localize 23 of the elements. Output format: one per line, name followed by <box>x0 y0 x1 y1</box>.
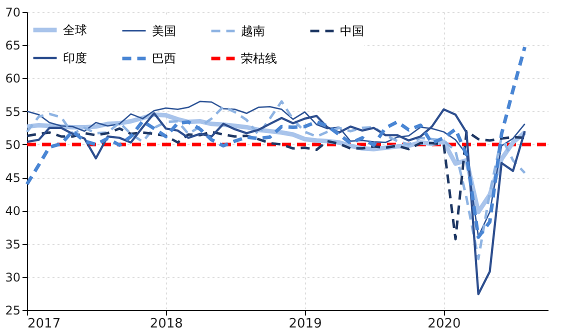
y-tick-label: 25 <box>5 304 20 318</box>
y-tick-label: 50 <box>5 138 20 152</box>
legend-label: 印度 <box>63 51 87 65</box>
line-series <box>25 45 527 239</box>
y-tick-label: 55 <box>5 104 20 119</box>
y-tick-label: 35 <box>5 237 20 252</box>
legend-label: 全球 <box>63 23 87 37</box>
x-tick-label: 2017 <box>28 316 61 332</box>
legend-label: 越南 <box>241 24 265 38</box>
y-tick-label: 70 <box>5 6 20 20</box>
y-tick-label: 65 <box>5 38 20 53</box>
legend-label: 巴西 <box>152 52 176 66</box>
line-series <box>26 127 526 240</box>
legend-label: 美国 <box>152 24 176 38</box>
y-tick-label: 40 <box>5 204 20 218</box>
x-tick-label: 2019 <box>288 316 322 332</box>
legend-label: 荣枯线 <box>241 52 277 66</box>
x-tick-label: 2020 <box>428 316 461 332</box>
y-tick-label: 30 <box>5 270 20 284</box>
y-tick-label: 60 <box>5 72 20 86</box>
legend-label: 中国 <box>340 24 364 38</box>
x-tick-label: 2018 <box>150 316 183 332</box>
y-tick-label: 45 <box>5 171 20 186</box>
